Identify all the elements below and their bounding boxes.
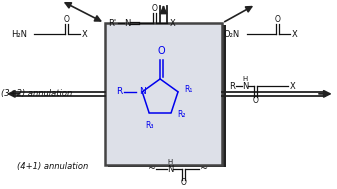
Text: R: R bbox=[229, 82, 235, 91]
Text: N: N bbox=[139, 87, 146, 96]
Text: O: O bbox=[274, 15, 280, 24]
Text: O: O bbox=[64, 15, 70, 24]
Text: ~: ~ bbox=[148, 164, 156, 174]
Text: H: H bbox=[167, 159, 173, 165]
Text: H: H bbox=[242, 76, 248, 82]
Text: R₃: R₃ bbox=[145, 121, 153, 130]
Text: ~: ~ bbox=[201, 164, 209, 174]
Text: X: X bbox=[289, 82, 295, 91]
Text: O: O bbox=[152, 4, 158, 13]
Text: X: X bbox=[170, 19, 175, 28]
Text: O₂N: O₂N bbox=[224, 30, 240, 39]
Text: O: O bbox=[158, 46, 165, 56]
Text: R₂: R₂ bbox=[177, 110, 186, 119]
Bar bbox=[105, 23, 222, 165]
Bar bbox=[108, 25, 225, 167]
Text: O: O bbox=[180, 178, 186, 187]
Text: R₁: R₁ bbox=[184, 85, 192, 94]
Text: R: R bbox=[116, 87, 122, 96]
Text: N: N bbox=[124, 19, 130, 28]
Text: X: X bbox=[82, 30, 87, 39]
Text: N: N bbox=[242, 82, 249, 91]
Text: N: N bbox=[167, 165, 174, 174]
Text: R': R' bbox=[108, 19, 116, 28]
Text: H₂N: H₂N bbox=[11, 30, 27, 39]
Text: (3+2) annulation: (3+2) annulation bbox=[1, 89, 72, 98]
Text: O: O bbox=[252, 96, 258, 105]
Text: X: X bbox=[292, 30, 298, 39]
Text: (4+1) annulation: (4+1) annulation bbox=[18, 162, 89, 171]
